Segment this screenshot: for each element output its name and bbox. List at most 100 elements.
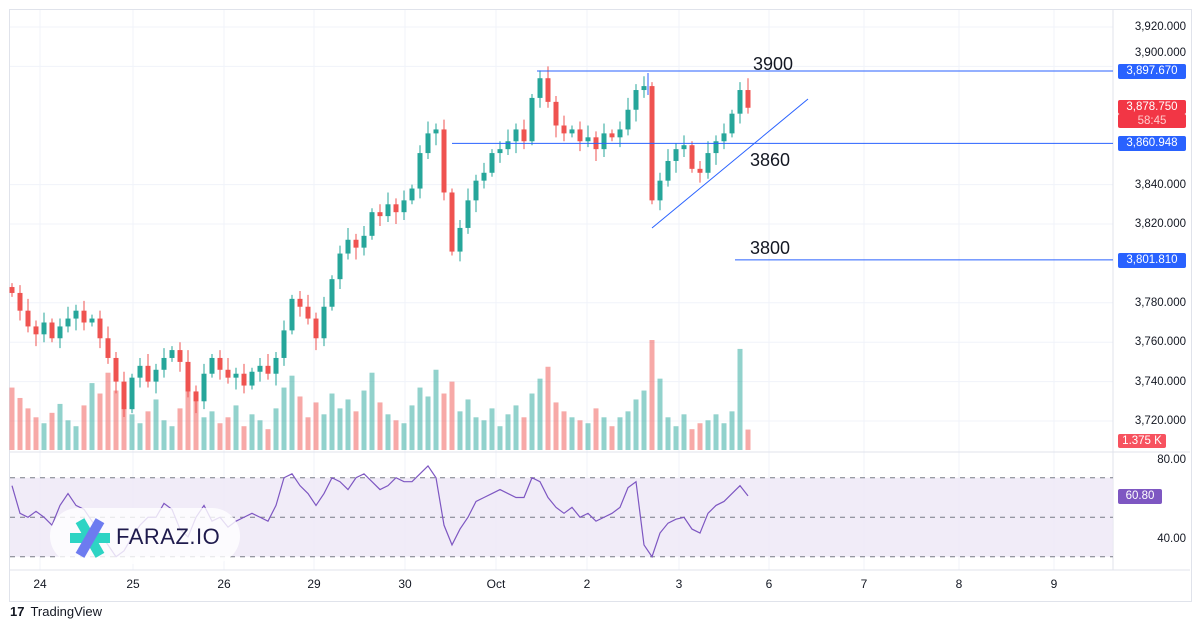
volume-bar (257, 420, 263, 450)
candle-body (569, 129, 575, 134)
date-tick-label: 25 (126, 577, 140, 591)
tradingview-label: TradingView (30, 604, 103, 619)
volume-bar (497, 426, 503, 450)
candle-body (33, 326, 39, 335)
candle-body (289, 298, 295, 331)
candle-body (553, 101, 559, 126)
volume-bar (177, 408, 183, 450)
date-tick-label: 29 (307, 577, 321, 591)
volume-bar (529, 393, 535, 450)
candle-body (361, 235, 367, 248)
candle-body (449, 192, 455, 252)
candle-body (481, 172, 487, 181)
volume-bar (481, 420, 487, 450)
candle-body (145, 365, 151, 382)
candle-body (369, 212, 375, 236)
candle-body (249, 371, 255, 386)
volume-bar (729, 411, 735, 450)
volume-bar (225, 417, 231, 450)
candle-body (561, 125, 567, 134)
volume-bar (681, 414, 687, 450)
volume-bar (217, 423, 223, 450)
candle-body (697, 168, 703, 173)
candle-body (73, 310, 79, 319)
volume-bar (145, 411, 151, 450)
volume-bar (81, 405, 87, 450)
level-annotation[interactable]: 3800 (750, 238, 791, 258)
candle-body (305, 306, 311, 319)
level-annotation[interactable]: 3860 (750, 150, 791, 170)
volume-bar (569, 417, 575, 450)
candle-body (89, 318, 95, 323)
candle-body (25, 310, 31, 327)
volume-bar (505, 414, 511, 450)
volume-bar (129, 414, 135, 450)
volume-bar (745, 429, 751, 450)
volume-bar (697, 423, 703, 450)
volume-bar (297, 396, 303, 450)
tradingview-brand[interactable]: 17 TradingView (10, 604, 102, 620)
volume-bar (713, 414, 719, 450)
candle-body (393, 204, 399, 213)
candle-body (585, 137, 591, 142)
candle-body (513, 129, 519, 142)
candle-body (353, 239, 359, 248)
candle-body (257, 365, 263, 372)
candle-body (401, 200, 407, 213)
candle-body (705, 153, 711, 173)
volume-bar (65, 420, 71, 450)
volume-bar (25, 408, 31, 450)
candle-body (297, 298, 303, 307)
candle-body (385, 204, 391, 217)
candle-body (65, 318, 71, 327)
rsi-value-tag: 60.80 (1118, 488, 1162, 504)
volume-bar (625, 411, 631, 450)
level-price-tag: 3,897.670 (1118, 63, 1186, 79)
level-annotation[interactable]: 3900 (753, 54, 794, 74)
countdown-tag: 58:45 (1118, 114, 1186, 129)
volume-bar (425, 396, 431, 450)
candle-body (57, 326, 63, 339)
candle-body (737, 90, 743, 114)
candle-body (617, 129, 623, 138)
candle-body (601, 133, 607, 150)
date-tick-label: 26 (217, 577, 231, 591)
volume-bar (97, 393, 103, 450)
volume-tag: 1.375 K (1118, 434, 1166, 448)
volume-bar (49, 412, 55, 450)
date-tick-label: 7 (860, 577, 868, 591)
candle-body (465, 200, 471, 228)
candle-body (577, 129, 583, 142)
candle-body (313, 318, 319, 339)
volume-bar (249, 414, 255, 450)
volume-bar (137, 423, 143, 450)
candle-body (137, 365, 143, 378)
candle-body (41, 322, 47, 335)
volume-bar (673, 426, 679, 450)
level-price-tag: 3,801.810 (1118, 252, 1186, 268)
candle-body (657, 180, 663, 201)
volume-bar (9, 387, 15, 450)
volume-bar (153, 399, 159, 450)
chart-frame (9, 9, 1192, 602)
volume-bar (161, 420, 167, 450)
volume-bar (521, 417, 527, 450)
rsi-tick-label: 40.00 (1157, 533, 1186, 545)
candle-body (473, 180, 479, 201)
volume-bar (465, 399, 471, 450)
volume-bar (305, 417, 311, 450)
candle-body (457, 227, 463, 252)
current-price-tag: 3,878.750 (1118, 100, 1186, 115)
candle-body (713, 141, 719, 154)
candle-body (409, 188, 415, 201)
volume-bar (105, 372, 111, 450)
candle-body (217, 357, 223, 370)
candle-body (17, 292, 23, 311)
price-tick-label: 3,780.000 (1134, 296, 1186, 309)
volume-bar (201, 417, 207, 450)
watermark-logo: FARAZ.IO (50, 508, 240, 564)
candle-body (105, 338, 111, 358)
volume-bar (313, 402, 319, 450)
candle-body (377, 212, 383, 217)
candle-body (209, 357, 215, 374)
